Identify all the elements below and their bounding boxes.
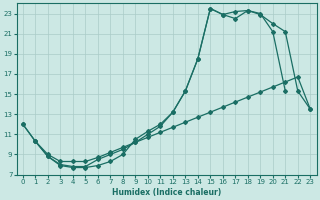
X-axis label: Humidex (Indice chaleur): Humidex (Indice chaleur) bbox=[112, 188, 221, 197]
